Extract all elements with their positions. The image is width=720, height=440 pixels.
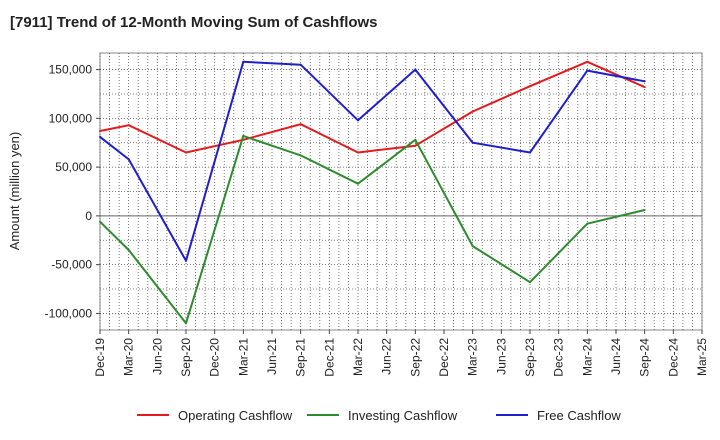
data-point-operating-cashflow [586, 60, 589, 63]
data-point-investing-cashflow [357, 182, 359, 185]
data-point-operating-cashflow [643, 86, 646, 89]
x-tick-label: Jun-21 [265, 338, 279, 375]
series-line-investing-cashflow [99, 134, 645, 325]
data-point-free-cashflow [414, 68, 417, 71]
data-point-investing-cashflow [529, 281, 531, 284]
data-point-investing-cashflow [471, 245, 474, 248]
data-point-investing-cashflow [299, 154, 302, 157]
x-tick-label: Jun-24 [609, 338, 623, 375]
x-tick-label: Mar-22 [351, 338, 365, 376]
data-point-investing-cashflow [414, 138, 417, 141]
x-tick-label: Sep-21 [294, 338, 308, 377]
legend-label: Operating Cashflow [178, 408, 293, 423]
chart-title: [7911] Trend of 12-Month Moving Sum of C… [10, 14, 378, 31]
y-tick-label: 100,000 [49, 111, 93, 125]
x-tick-label: Mar-23 [466, 338, 480, 376]
y-tick-label: -100,000 [45, 306, 93, 320]
y-axis-title: Amount (million yen) [7, 132, 22, 251]
data-point-free-cashflow [586, 69, 589, 72]
data-point-operating-cashflow [185, 151, 187, 154]
x-tick-label: Sep-23 [523, 338, 537, 377]
x-tick-label: Dec-22 [437, 338, 451, 377]
y-tick-label: 0 [85, 209, 92, 223]
grid-layer [99, 52, 703, 331]
data-point-operating-cashflow [299, 123, 302, 126]
legend-label: Investing Cashflow [348, 408, 458, 423]
data-point-operating-cashflow [414, 144, 417, 147]
x-tick-label: Mar-20 [122, 338, 136, 376]
x-tick-label: Sep-24 [638, 338, 652, 377]
data-point-free-cashflow [529, 151, 531, 154]
data-point-free-cashflow [127, 158, 130, 161]
data-point-investing-cashflow [127, 249, 130, 252]
y-tick-label: -50,000 [51, 258, 92, 272]
axis-layer: -100,000 -50,000 0 50,000 100,000 150,000 Dec-… [45, 63, 709, 377]
x-tick-label: Jun-22 [380, 338, 394, 375]
data-point-free-cashflow [185, 259, 187, 262]
x-tick-label: Dec-24 [666, 338, 680, 377]
data-point-free-cashflow [643, 80, 646, 83]
data-point-investing-cashflow [99, 220, 101, 223]
x-tick-label: Mar-25 [695, 338, 709, 376]
series-layer [99, 60, 646, 325]
series-line-free-cashflow [99, 60, 645, 262]
x-tick-label: Sep-20 [179, 338, 193, 377]
legend-label: Free Cashflow [537, 408, 621, 423]
x-tick-label: Jun-20 [150, 338, 164, 375]
data-point-investing-cashflow [185, 322, 187, 325]
data-point-operating-cashflow [529, 85, 531, 88]
data-point-free-cashflow [299, 63, 302, 66]
data-point-operating-cashflow [357, 151, 359, 154]
data-point-free-cashflow [99, 135, 101, 138]
legend: Operating Cashflow Investing Cashflow Free… [137, 408, 621, 423]
data-point-investing-cashflow [586, 222, 589, 225]
y-tick-label: 150,000 [49, 63, 93, 77]
x-tick-label: Dec-23 [552, 338, 566, 377]
data-point-operating-cashflow [127, 124, 130, 127]
x-tick-label: Mar-21 [236, 338, 250, 376]
data-point-operating-cashflow [99, 130, 101, 133]
data-point-free-cashflow [242, 60, 245, 63]
x-tick-label: Dec-21 [322, 338, 336, 377]
y-tick-label: 50,000 [55, 160, 92, 174]
data-point-investing-cashflow [643, 209, 646, 212]
data-point-free-cashflow [357, 119, 359, 122]
x-tick-label: Jun-23 [494, 338, 508, 375]
x-tick-label: Dec-19 [93, 338, 107, 377]
x-tick-label: Mar-24 [580, 338, 594, 376]
x-tick-label: Sep-22 [408, 338, 422, 377]
data-point-investing-cashflow [242, 134, 245, 137]
data-point-operating-cashflow [471, 110, 474, 113]
data-point-free-cashflow [471, 141, 474, 144]
x-tick-label: Dec-20 [208, 338, 222, 377]
